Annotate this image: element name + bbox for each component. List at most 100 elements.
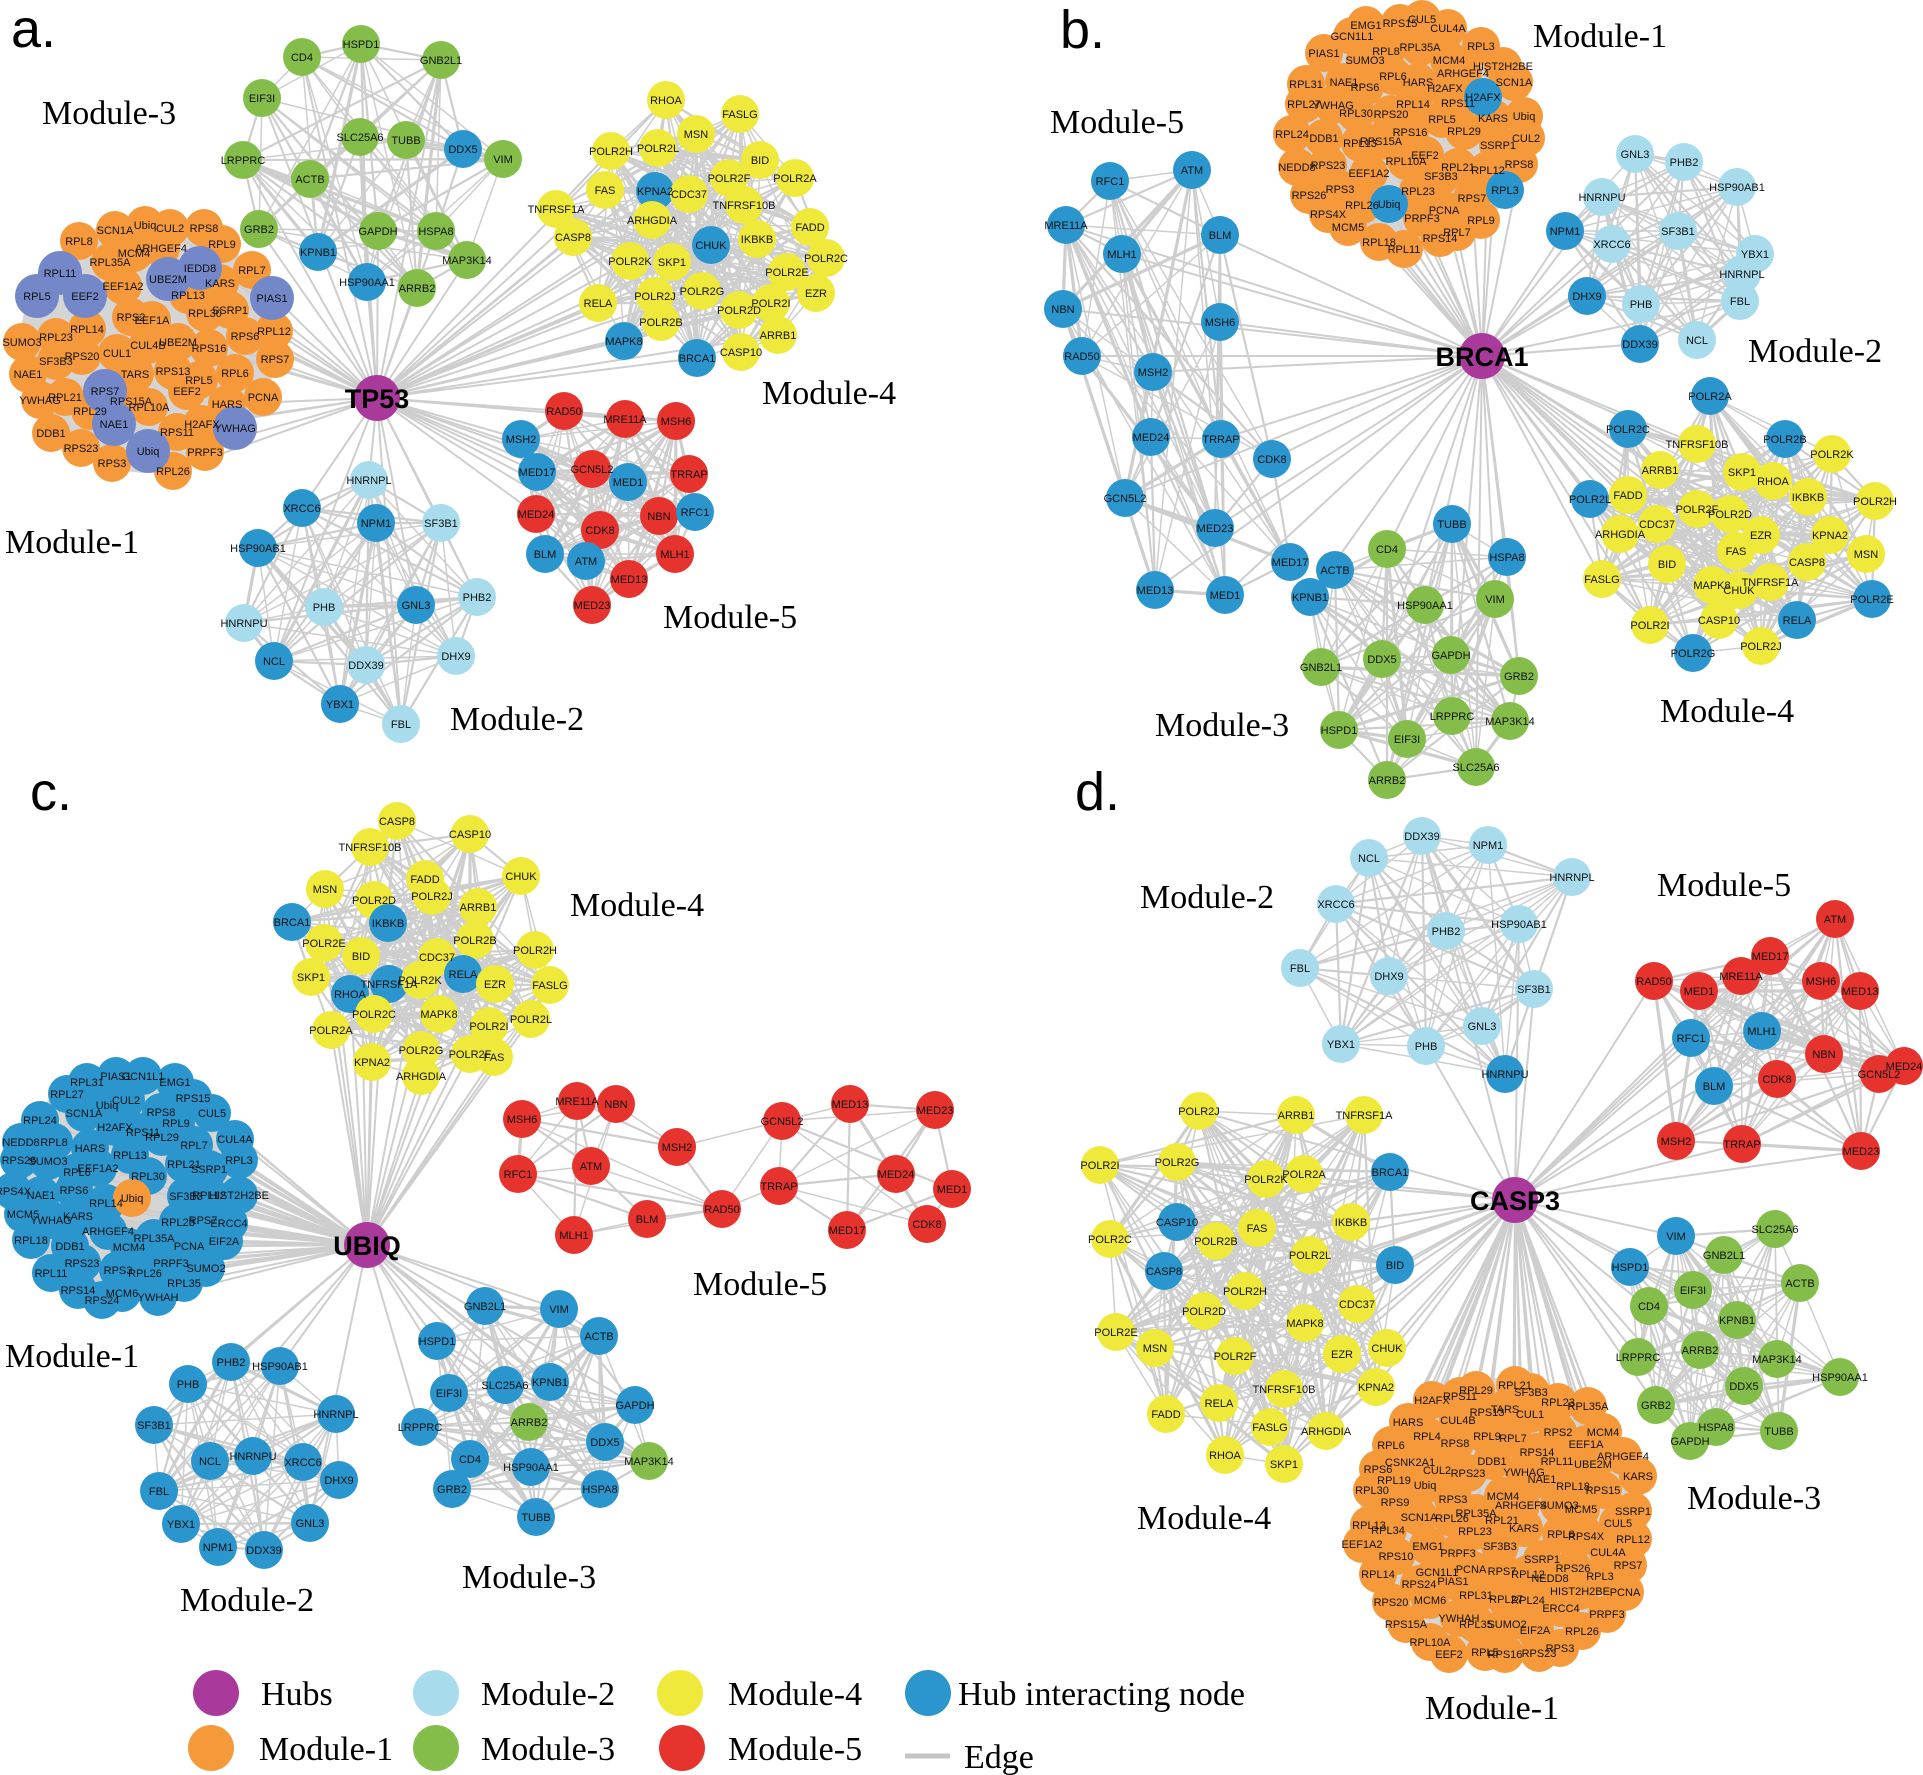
svg-text:RELA: RELA — [449, 969, 478, 981]
svg-text:SF3B3: SF3B3 — [1483, 1541, 1517, 1553]
svg-text:DDX39: DDX39 — [348, 660, 383, 672]
svg-text:RPL31: RPL31 — [70, 1077, 104, 1089]
svg-text:MCM4: MCM4 — [113, 1242, 145, 1254]
svg-text:RPL8: RPL8 — [1372, 46, 1400, 58]
svg-text:POLR2D: POLR2D — [717, 305, 761, 317]
svg-text:RPL9: RPL9 — [208, 239, 236, 251]
svg-text:Module-5: Module-5 — [663, 599, 797, 636]
svg-text:CASP10: CASP10 — [1698, 615, 1740, 627]
svg-text:ARHGDIA: ARHGDIA — [1301, 1426, 1352, 1438]
svg-text:RPS20: RPS20 — [65, 351, 100, 363]
svg-text:NEDD8: NEDD8 — [2, 1137, 39, 1149]
svg-text:Module-1: Module-1 — [1533, 18, 1667, 55]
svg-text:MED23: MED23 — [917, 1105, 954, 1117]
svg-text:YWHAH: YWHAH — [1439, 1613, 1480, 1625]
svg-text:ARRB2: ARRB2 — [1682, 1345, 1719, 1357]
svg-text:TNFRSF1A: TNFRSF1A — [1336, 1110, 1394, 1122]
svg-text:CD4: CD4 — [1638, 1301, 1660, 1313]
svg-text:IKBKB: IKBKB — [741, 234, 773, 246]
svg-text:RPS16: RPS16 — [1488, 1649, 1523, 1661]
svg-text:H2AFX: H2AFX — [184, 419, 220, 431]
svg-text:HARS: HARS — [1403, 77, 1434, 89]
svg-text:UBE2M: UBE2M — [1574, 1459, 1612, 1471]
svg-text:b.: b. — [1060, 0, 1105, 60]
svg-text:CDC37: CDC37 — [1639, 519, 1675, 531]
svg-text:SSRP1: SSRP1 — [191, 1164, 227, 1176]
svg-text:CUL1: CUL1 — [103, 348, 131, 360]
svg-text:ARRB1: ARRB1 — [1642, 465, 1679, 477]
svg-text:HNRNPU: HNRNPU — [1481, 1069, 1528, 1081]
svg-text:DDX5: DDX5 — [1367, 654, 1396, 666]
svg-text:POLR2E: POLR2E — [302, 938, 345, 950]
svg-text:DDX5: DDX5 — [1729, 1381, 1758, 1393]
svg-text:HSP90AA1: HSP90AA1 — [339, 277, 395, 289]
svg-text:RPS15A: RPS15A — [1385, 1619, 1428, 1631]
svg-text:RAD50: RAD50 — [704, 1204, 739, 1216]
svg-text:RPS4X: RPS4X — [0, 1186, 32, 1198]
svg-text:MRE11A: MRE11A — [1719, 971, 1763, 983]
svg-text:POLR2D: POLR2D — [352, 895, 396, 907]
svg-text:YBX1: YBX1 — [1327, 1039, 1355, 1051]
svg-text:MED24: MED24 — [1133, 432, 1170, 444]
svg-text:EIF3I: EIF3I — [436, 1388, 462, 1400]
svg-text:BID: BID — [352, 951, 370, 963]
svg-text:SSRP1: SSRP1 — [1480, 140, 1516, 152]
svg-text:CUL4A: CUL4A — [1590, 1547, 1626, 1559]
svg-text:EEF1A2: EEF1A2 — [78, 1163, 119, 1175]
svg-text:MAPK8: MAPK8 — [1286, 1318, 1323, 1330]
svg-text:ARRB1: ARRB1 — [1278, 1110, 1315, 1122]
svg-text:RFC1: RFC1 — [1096, 176, 1125, 188]
svg-text:CUL4A: CUL4A — [1430, 23, 1466, 35]
svg-text:XRCC6: XRCC6 — [283, 503, 320, 515]
svg-text:GCN1L1: GCN1L1 — [1416, 1567, 1459, 1579]
svg-text:RPS10: RPS10 — [1379, 1551, 1414, 1563]
svg-text:GCN1L1: GCN1L1 — [122, 1071, 165, 1083]
svg-text:LRPPRC: LRPPRC — [398, 1422, 443, 1434]
svg-text:RPL30: RPL30 — [131, 1171, 165, 1183]
svg-text:CD4: CD4 — [459, 1454, 481, 1466]
svg-text:POLR2F: POLR2F — [449, 1049, 492, 1061]
svg-text:Module-2: Module-2 — [1140, 879, 1274, 916]
svg-text:FAS: FAS — [1247, 1223, 1268, 1235]
svg-text:RPL11: RPL11 — [1388, 244, 1421, 256]
svg-text:NBN: NBN — [647, 511, 670, 523]
svg-text:HSP90AB1: HSP90AB1 — [1709, 182, 1765, 194]
svg-text:BRCA1: BRCA1 — [274, 917, 311, 929]
svg-text:YWHAG: YWHAG — [19, 395, 61, 407]
svg-text:POLR2F: POLR2F — [1676, 504, 1719, 516]
svg-text:CDC37: CDC37 — [671, 189, 707, 201]
svg-text:RPS7: RPS7 — [1614, 1560, 1643, 1572]
svg-text:POLR2L: POLR2L — [637, 143, 679, 155]
svg-text:RPL4: RPL4 — [1413, 1431, 1441, 1443]
svg-text:RPS6: RPS6 — [231, 331, 260, 343]
svg-text:TARS: TARS — [121, 369, 150, 381]
svg-text:HSP90AA1: HSP90AA1 — [503, 1462, 559, 1474]
svg-text:GCN5L2: GCN5L2 — [1104, 493, 1147, 505]
svg-text:Ubiq: Ubiq — [121, 1193, 144, 1205]
svg-text:GNL3: GNL3 — [1468, 1021, 1497, 1033]
svg-text:SSRP1: SSRP1 — [212, 305, 248, 317]
svg-text:LRPPRC: LRPPRC — [1616, 1352, 1661, 1364]
svg-text:ACTB: ACTB — [1785, 1278, 1814, 1290]
svg-text:MSH6: MSH6 — [1806, 976, 1837, 988]
svg-text:XRCC6: XRCC6 — [284, 1457, 321, 1469]
svg-text:ERCC4: ERCC4 — [210, 1218, 247, 1230]
svg-text:POLR2J: POLR2J — [411, 891, 453, 903]
svg-text:RPL11: RPL11 — [1541, 1456, 1574, 1468]
svg-text:Module-5: Module-5 — [1657, 867, 1791, 904]
svg-text:CDK8: CDK8 — [1762, 1074, 1791, 1086]
svg-text:FADD: FADD — [1151, 1409, 1180, 1421]
svg-text:GCN5L2: GCN5L2 — [1858, 1069, 1901, 1081]
svg-text:NPM1: NPM1 — [1473, 840, 1504, 852]
svg-text:SF3B1: SF3B1 — [424, 518, 458, 530]
svg-text:POLR2E: POLR2E — [765, 267, 808, 279]
svg-text:RPS3: RPS3 — [1546, 1643, 1575, 1655]
svg-text:XRCC6: XRCC6 — [1317, 899, 1354, 911]
svg-text:PHB: PHB — [177, 1379, 200, 1391]
svg-text:DDX39: DDX39 — [1622, 339, 1657, 351]
svg-text:SLC25A6: SLC25A6 — [1452, 762, 1499, 774]
svg-text:SF3B1: SF3B1 — [1661, 226, 1695, 238]
svg-text:RPS6: RPS6 — [1364, 1464, 1393, 1476]
svg-text:RPS8: RPS8 — [1505, 159, 1534, 171]
svg-text:Module-4: Module-4 — [762, 375, 896, 412]
